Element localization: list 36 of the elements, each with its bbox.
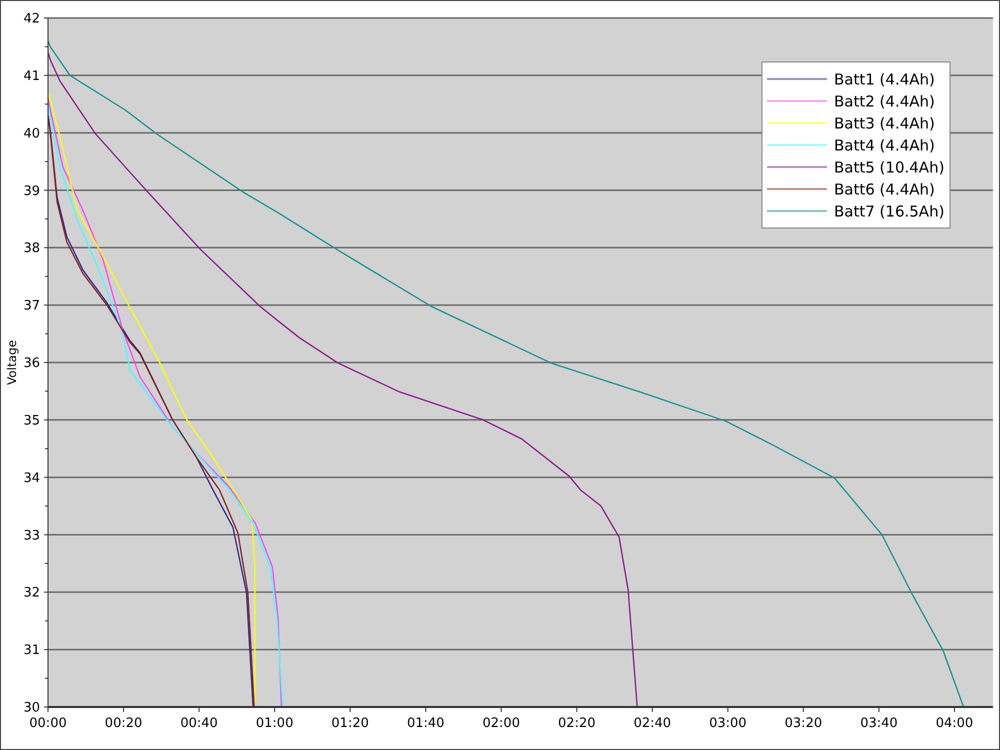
y-tick-label: 36	[23, 356, 40, 372]
y-tick-label: 35	[23, 413, 40, 428]
x-tick-label: 00:40	[180, 716, 218, 731]
y-tick-label: 41	[23, 68, 40, 84]
y-axis-title: Voltage	[5, 340, 19, 386]
x-tick-label: 00:20	[104, 716, 142, 731]
legend-label: Batt7 (16.5Ah)	[834, 202, 944, 220]
y-tick-label: 30	[23, 700, 40, 716]
y-tick-label: 32	[23, 586, 40, 601]
x-tick-label: 02:40	[634, 716, 672, 731]
x-tick-label: 01:40	[406, 716, 444, 731]
legend-label: Batt5 (10.4Ah)	[834, 158, 944, 176]
legend-label: Batt6 (4.4Ah)	[834, 180, 935, 198]
line-series	[47, 52, 638, 708]
x-tick-label: 01:00	[256, 716, 294, 731]
y-tick-label: 31	[23, 643, 40, 658]
y-tick-label: 39	[23, 184, 40, 199]
y-tick-label: 40	[23, 126, 40, 142]
x-tick-label: 03:20	[784, 716, 822, 731]
y-tick-label: 33	[23, 528, 40, 544]
legend-label: Batt3 (4.4Ah)	[834, 114, 935, 132]
y-tick-label: 42	[23, 12, 40, 27]
x-tick-label: 02:20	[558, 716, 596, 731]
x-tick-label: 01:20	[331, 716, 369, 731]
x-tick-label: 03:40	[860, 716, 898, 731]
x-tick-label: 00:00	[29, 716, 67, 731]
x-tick-label: 04:00	[936, 716, 974, 731]
line-series	[47, 40, 964, 708]
x-tick-label: 02:00	[482, 716, 520, 731]
y-tick-label: 37	[23, 298, 40, 314]
legend-label: Batt4 (4.4Ah)	[834, 136, 935, 154]
y-tick-label: 34	[23, 470, 40, 486]
legend-label: Batt1 (4.4Ah)	[834, 70, 935, 88]
legend-label: Batt2 (4.4Ah)	[834, 92, 935, 110]
x-tick-label: 03:00	[709, 716, 747, 731]
y-tick-label: 38	[23, 241, 40, 256]
